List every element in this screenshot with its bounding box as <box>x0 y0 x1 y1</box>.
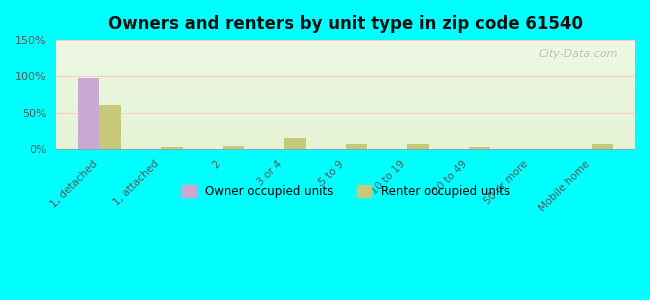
Bar <box>408 144 429 149</box>
Bar <box>222 146 244 149</box>
Bar <box>99 105 121 149</box>
Bar <box>284 138 306 149</box>
Bar <box>78 78 99 149</box>
Bar <box>592 144 614 149</box>
Text: City-Data.com: City-Data.com <box>538 49 617 59</box>
Bar <box>161 147 183 149</box>
Legend: Owner occupied units, Renter occupied units: Owner occupied units, Renter occupied un… <box>177 180 515 203</box>
Title: Owners and renters by unit type in zip code 61540: Owners and renters by unit type in zip c… <box>108 15 583 33</box>
Bar <box>346 144 367 149</box>
Bar <box>469 147 490 149</box>
